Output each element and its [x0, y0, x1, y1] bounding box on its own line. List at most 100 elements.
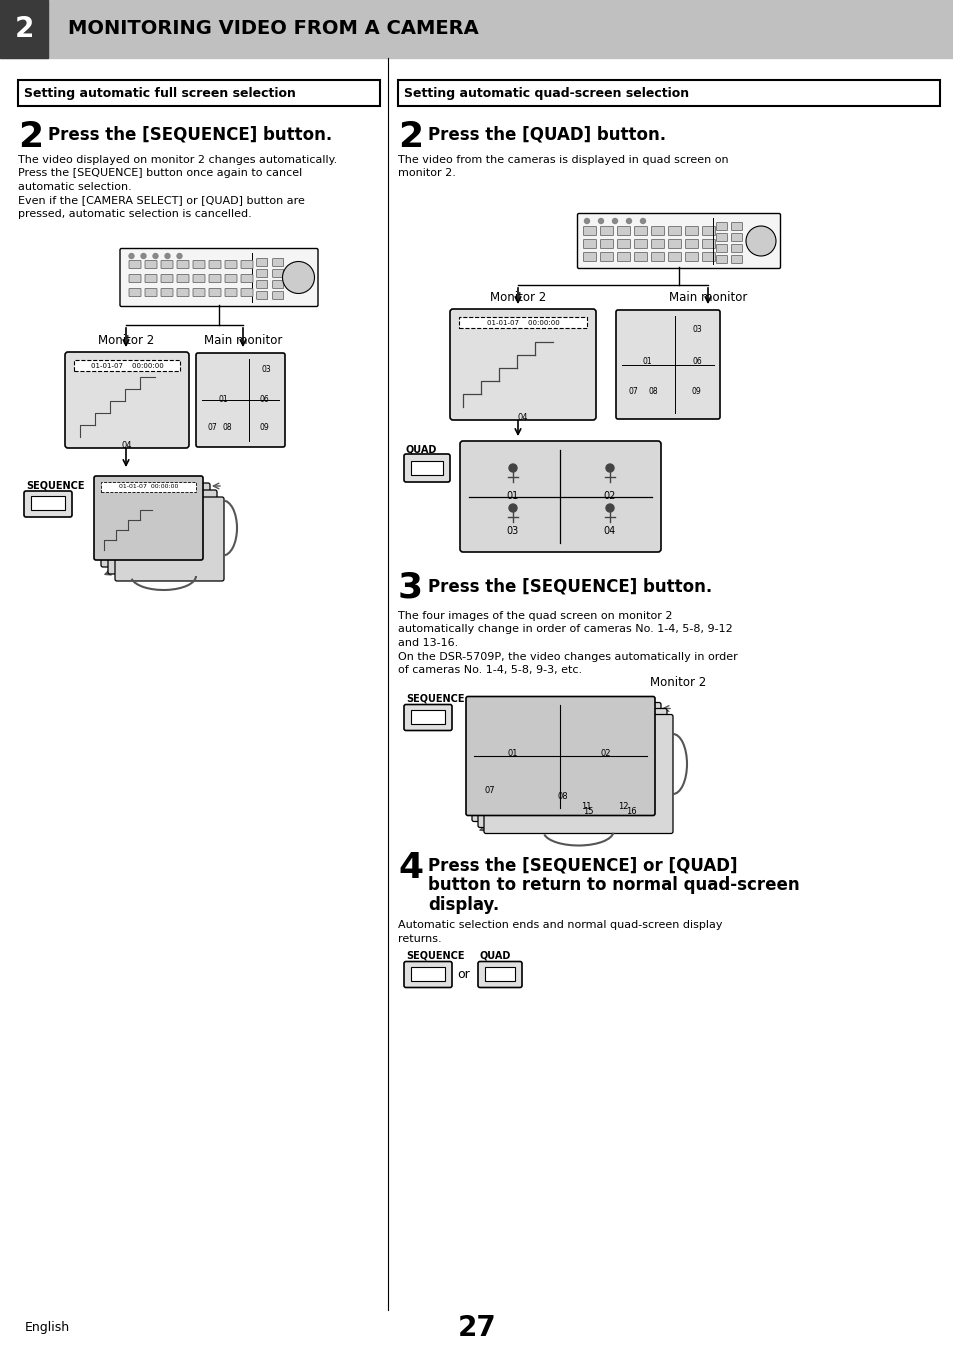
Text: 04: 04: [603, 526, 616, 536]
Bar: [411, 461, 442, 476]
FancyBboxPatch shape: [193, 289, 205, 296]
Text: Setting automatic quad-screen selection: Setting automatic quad-screen selection: [403, 86, 688, 100]
FancyBboxPatch shape: [225, 274, 236, 282]
FancyBboxPatch shape: [273, 292, 283, 300]
FancyBboxPatch shape: [193, 261, 205, 269]
FancyBboxPatch shape: [129, 289, 141, 296]
Text: 09: 09: [259, 423, 269, 431]
FancyBboxPatch shape: [94, 476, 203, 561]
FancyBboxPatch shape: [477, 962, 521, 988]
FancyBboxPatch shape: [225, 289, 236, 296]
Text: 01: 01: [218, 394, 228, 404]
Text: 09: 09: [690, 388, 700, 396]
FancyBboxPatch shape: [256, 292, 268, 300]
Text: Monitor 2: Monitor 2: [649, 676, 705, 689]
Circle shape: [626, 219, 631, 223]
Bar: [30, 496, 65, 509]
Text: or: or: [457, 969, 470, 981]
Text: 03: 03: [261, 366, 271, 374]
Text: The four images of the quad screen on monitor 2: The four images of the quad screen on mo…: [397, 611, 672, 621]
FancyBboxPatch shape: [685, 239, 698, 249]
Bar: [0, 0, 953, 58]
FancyBboxPatch shape: [177, 261, 189, 269]
Circle shape: [745, 226, 775, 255]
Circle shape: [165, 254, 170, 258]
FancyBboxPatch shape: [177, 274, 189, 282]
FancyBboxPatch shape: [256, 258, 268, 266]
FancyBboxPatch shape: [616, 309, 720, 419]
Text: 11: 11: [580, 802, 591, 811]
FancyBboxPatch shape: [161, 261, 172, 269]
FancyBboxPatch shape: [731, 223, 741, 231]
FancyBboxPatch shape: [403, 704, 452, 731]
Text: 2: 2: [397, 120, 423, 154]
FancyBboxPatch shape: [651, 227, 664, 235]
Text: Press the [SEQUENCE] button.: Press the [SEQUENCE] button.: [48, 126, 332, 145]
Text: 01: 01: [506, 490, 518, 501]
Text: of cameras No. 1-4, 5-8, 9-3, etc.: of cameras No. 1-4, 5-8, 9-3, etc.: [397, 665, 581, 676]
FancyBboxPatch shape: [599, 239, 613, 249]
FancyBboxPatch shape: [256, 281, 268, 289]
Text: display.: display.: [428, 897, 498, 915]
FancyBboxPatch shape: [74, 359, 180, 372]
FancyBboxPatch shape: [101, 482, 195, 492]
FancyBboxPatch shape: [273, 281, 283, 289]
FancyBboxPatch shape: [273, 258, 283, 266]
Text: Setting automatic full screen selection: Setting automatic full screen selection: [24, 86, 295, 100]
Text: 01: 01: [641, 358, 651, 366]
FancyBboxPatch shape: [24, 490, 71, 517]
Text: 02: 02: [600, 748, 611, 758]
Text: 15: 15: [582, 807, 593, 816]
FancyBboxPatch shape: [115, 497, 224, 581]
FancyBboxPatch shape: [129, 261, 141, 269]
Bar: [0, 0, 48, 58]
Text: 4: 4: [397, 851, 423, 885]
Text: SEQUENCE: SEQUENCE: [406, 951, 464, 961]
Text: 2: 2: [18, 120, 43, 154]
FancyBboxPatch shape: [634, 239, 647, 249]
Text: 07: 07: [627, 388, 638, 396]
FancyBboxPatch shape: [403, 454, 450, 482]
FancyBboxPatch shape: [145, 289, 157, 296]
Text: 06: 06: [691, 358, 701, 366]
FancyBboxPatch shape: [716, 245, 727, 253]
FancyBboxPatch shape: [599, 253, 613, 262]
FancyBboxPatch shape: [685, 253, 698, 262]
FancyBboxPatch shape: [477, 708, 666, 828]
Text: 01-01-07    00:00:00: 01-01-07 00:00:00: [486, 320, 558, 326]
Bar: [411, 966, 444, 981]
Text: 06: 06: [259, 394, 269, 404]
Text: Press the [SEQUENCE] button.: Press the [SEQUENCE] button.: [428, 577, 712, 594]
FancyBboxPatch shape: [651, 253, 664, 262]
FancyBboxPatch shape: [177, 289, 189, 296]
Text: and 13-16.: and 13-16.: [397, 638, 457, 648]
FancyBboxPatch shape: [241, 261, 253, 269]
FancyBboxPatch shape: [450, 309, 596, 420]
Text: Automatic selection ends and normal quad-screen display: Automatic selection ends and normal quad…: [397, 920, 721, 931]
FancyBboxPatch shape: [120, 249, 317, 307]
Bar: [484, 966, 515, 981]
Circle shape: [605, 463, 614, 471]
Text: 27: 27: [457, 1315, 496, 1342]
FancyBboxPatch shape: [459, 440, 660, 553]
FancyBboxPatch shape: [225, 261, 236, 269]
FancyBboxPatch shape: [161, 289, 172, 296]
Text: pressed, automatic selection is cancelled.: pressed, automatic selection is cancelle…: [18, 209, 252, 219]
FancyBboxPatch shape: [161, 274, 172, 282]
Text: 08: 08: [647, 388, 658, 396]
FancyBboxPatch shape: [731, 234, 741, 242]
FancyBboxPatch shape: [273, 269, 283, 277]
Text: 01-01-07  00:00:00: 01-01-07 00:00:00: [119, 485, 178, 489]
FancyBboxPatch shape: [668, 239, 680, 249]
Text: 04: 04: [122, 440, 132, 450]
Text: button to return to normal quad-screen: button to return to normal quad-screen: [428, 877, 799, 894]
FancyBboxPatch shape: [65, 353, 189, 449]
Text: Monitor 2: Monitor 2: [489, 290, 545, 304]
FancyBboxPatch shape: [458, 317, 586, 328]
Text: 3: 3: [397, 571, 423, 605]
FancyBboxPatch shape: [716, 234, 727, 242]
Text: Press the [QUAD] button.: Press the [QUAD] button.: [428, 126, 665, 145]
FancyBboxPatch shape: [403, 962, 452, 988]
Text: 08: 08: [558, 792, 568, 801]
FancyBboxPatch shape: [731, 245, 741, 253]
